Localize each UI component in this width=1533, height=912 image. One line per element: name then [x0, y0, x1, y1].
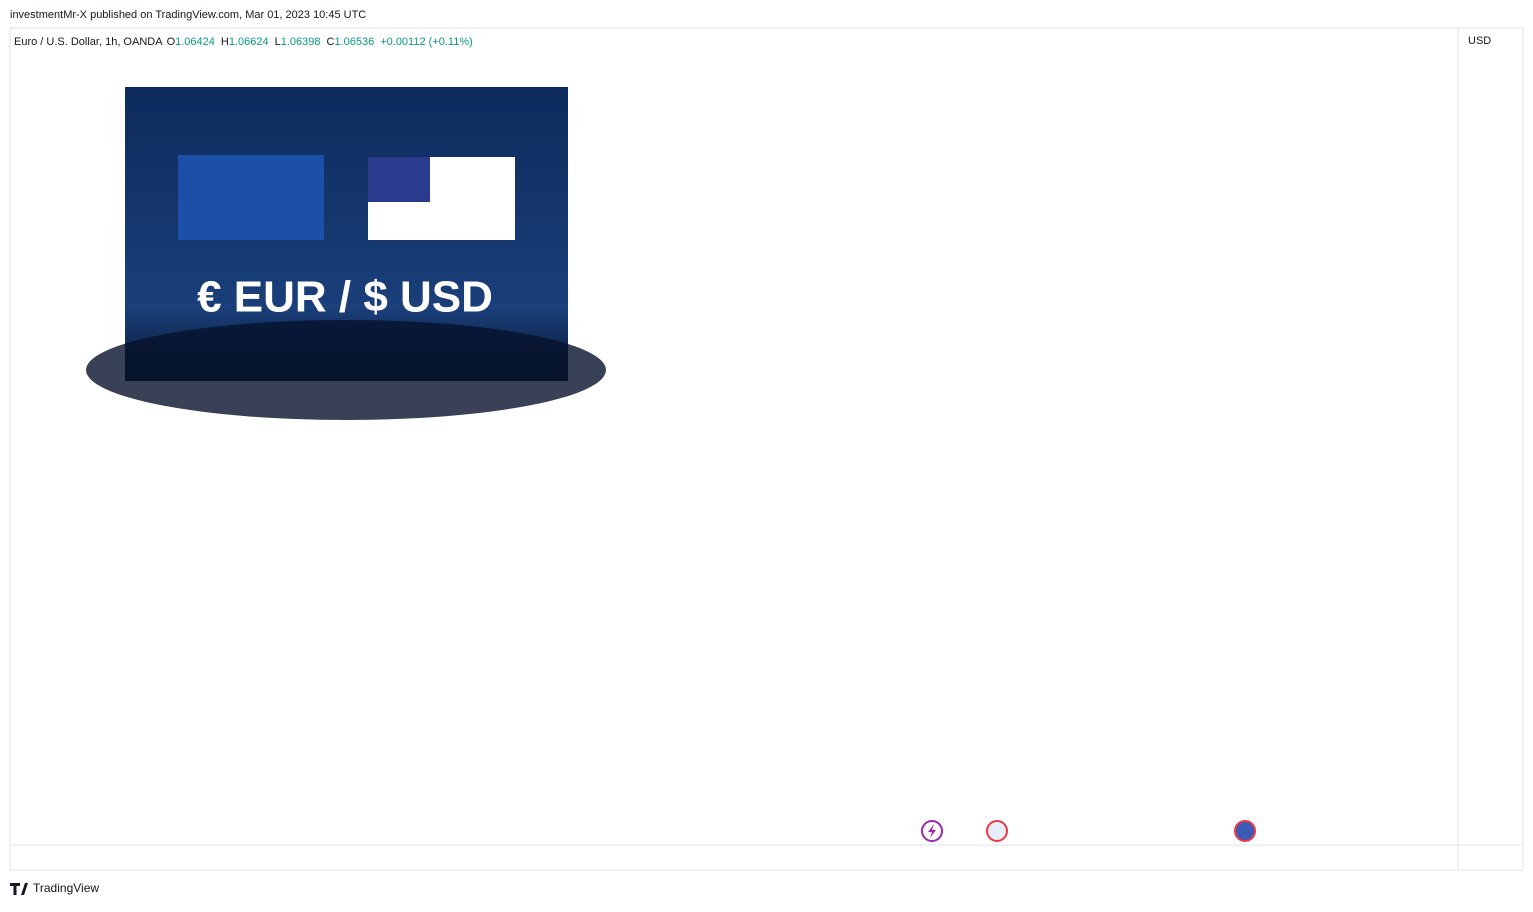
ohlc-key: C	[327, 36, 335, 48]
publisher: investmentMr-X published on TradingView.…	[10, 9, 366, 21]
change: +0.00112 (+0.11%)	[380, 36, 473, 48]
ohlc-value: 1.06536	[334, 36, 374, 48]
currency: USD	[1468, 35, 1491, 47]
ohlc-value: 1.06624	[229, 36, 269, 48]
frame	[9, 27, 1524, 871]
image-text: € EUR / $ USD	[197, 273, 493, 322]
ohlc-key: H	[221, 36, 229, 48]
pair-image: € EUR / $ USD	[86, 87, 606, 420]
ohlc-value: 1.06424	[175, 36, 215, 48]
event-icons	[921, 820, 1256, 842]
footer: TradingView	[33, 881, 99, 895]
logo	[10, 883, 28, 895]
ohlc-key: O	[167, 36, 176, 48]
ohlc-key: L	[275, 36, 281, 48]
ohlc-value: 1.06398	[281, 36, 321, 48]
symbol: Euro / U.S. Dollar, 1h, OANDA O1.06424 H1.…	[14, 36, 473, 48]
symbol-name: Euro / U.S. Dollar, 1h, OANDA	[14, 36, 163, 48]
